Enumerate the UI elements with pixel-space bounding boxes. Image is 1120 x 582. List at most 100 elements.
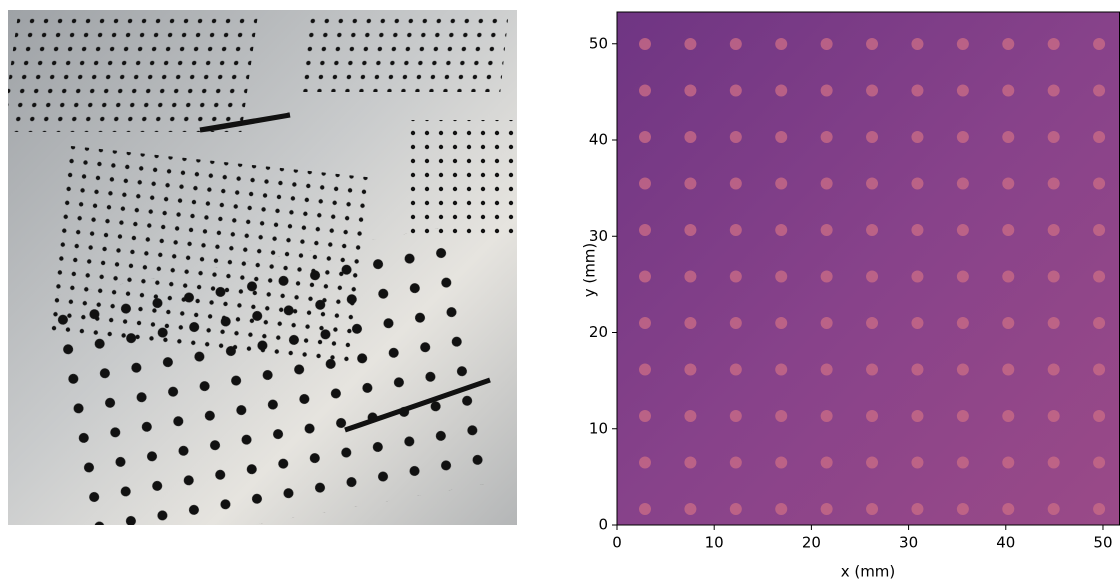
heatmap-spot (911, 131, 923, 143)
heatmap-spot (821, 364, 833, 376)
heatmap-spot (1002, 85, 1014, 97)
heatmap-spot (1093, 271, 1105, 283)
x-tick-label: 40 (996, 534, 1015, 552)
heatmap-spot (639, 317, 651, 329)
heatmap-spot (821, 457, 833, 469)
heatmap-spot (866, 38, 878, 50)
x-tick-label: 10 (705, 534, 724, 552)
heatmap-spot (730, 457, 742, 469)
heatmap-spot (911, 178, 923, 190)
photo (1, 10, 520, 555)
heatmap-spot (866, 410, 878, 422)
heatmap-spot (957, 178, 969, 190)
heatmap-spot (639, 85, 651, 97)
heatmap-spot (1048, 271, 1060, 283)
heatmap-spot (684, 178, 696, 190)
heatmap-spot (775, 457, 787, 469)
heatmap-spot (775, 410, 787, 422)
heatmap-spot (730, 178, 742, 190)
heatmap-spot (957, 224, 969, 236)
heatmap-spot (1093, 364, 1105, 376)
heatmap-spot (1002, 178, 1014, 190)
heatmap-spot (866, 224, 878, 236)
heatmap-spot (684, 317, 696, 329)
heatmap-spot (911, 271, 923, 283)
y-tick-label: 10 (589, 419, 608, 437)
y-axis-label: y (mm) (581, 243, 599, 298)
heatmap-spot (866, 503, 878, 515)
heatmap-spot (1048, 410, 1060, 422)
heatmap-spot (775, 85, 787, 97)
heatmap-spot (866, 178, 878, 190)
heatmap-spot (1002, 503, 1014, 515)
heatmap-spot (775, 178, 787, 190)
heatmap-spot (1002, 131, 1014, 143)
heatmap-spot (1048, 38, 1060, 50)
heatmap-spot (639, 410, 651, 422)
heatmap-spot (1093, 131, 1105, 143)
heatmap-spot (730, 271, 742, 283)
heatmap-spot (730, 503, 742, 515)
heatmap-spot (1093, 224, 1105, 236)
heatmap-spot (821, 38, 833, 50)
heatmap-spot (821, 224, 833, 236)
heatmap-spot (684, 131, 696, 143)
heatmap-spot (911, 410, 923, 422)
heatmap-spot (1048, 503, 1060, 515)
heatmap-spot (1048, 85, 1060, 97)
heatmap-spot (730, 364, 742, 376)
heatmap-spot (957, 457, 969, 469)
heatmap-spot (1002, 457, 1014, 469)
heatmap-spot (957, 503, 969, 515)
heatmap-spot (911, 38, 923, 50)
heatmap-spot (684, 85, 696, 97)
heatmap-spot (730, 317, 742, 329)
heatmap-spot (775, 38, 787, 50)
heatmap-spot (775, 271, 787, 283)
y-tick-label: 40 (589, 131, 608, 149)
heatmap-spot (730, 410, 742, 422)
heatmap-spot (639, 364, 651, 376)
heatmap-spot (775, 131, 787, 143)
heatmap-spot (866, 85, 878, 97)
heatmap-spot (957, 364, 969, 376)
heatmap-spot (684, 410, 696, 422)
heatmap-spot (1093, 410, 1105, 422)
heatmap-spot (1048, 364, 1060, 376)
x-axis-label: x (mm) (841, 563, 896, 581)
heatmap-spot (1048, 131, 1060, 143)
heatmap-spot (639, 131, 651, 143)
heatmap-spot (639, 178, 651, 190)
heatmap-spot (1093, 38, 1105, 50)
figure: y (mm) x (mm) 0102030405001020304050 (0, 0, 1120, 582)
heatmap-spot (1093, 503, 1105, 515)
x-tick-label: 30 (899, 534, 918, 552)
heatmap-spot (911, 317, 923, 329)
y-tick-label: 50 (589, 34, 608, 52)
heatmap-spot (866, 364, 878, 376)
heatmap-spot (639, 224, 651, 236)
heatmap-spot (821, 503, 833, 515)
heatmap-spot (821, 271, 833, 283)
heatmap-spot (1093, 457, 1105, 469)
heatmap-spot (1048, 457, 1060, 469)
heatmap-spot (1048, 178, 1060, 190)
heatmap-spot (957, 410, 969, 422)
heatmap-spot (684, 271, 696, 283)
heatmap-spot (639, 38, 651, 50)
heatmap-spot (957, 271, 969, 283)
heatmap-spot (866, 457, 878, 469)
y-tick-label: 20 (589, 323, 608, 341)
heatmap-spot (775, 317, 787, 329)
heatmap-spot (730, 38, 742, 50)
heatmap-spot (1002, 38, 1014, 50)
heatmap-spot (730, 131, 742, 143)
y-tick-label: 0 (598, 516, 608, 534)
heatmap-spot (1002, 271, 1014, 283)
heatmap-spot (1093, 178, 1105, 190)
heatmap-spot (684, 364, 696, 376)
heatmap-spot (1002, 317, 1014, 329)
heatmap-spot (957, 85, 969, 97)
heatmap-spot (1002, 224, 1014, 236)
heatmap-spot (821, 131, 833, 143)
